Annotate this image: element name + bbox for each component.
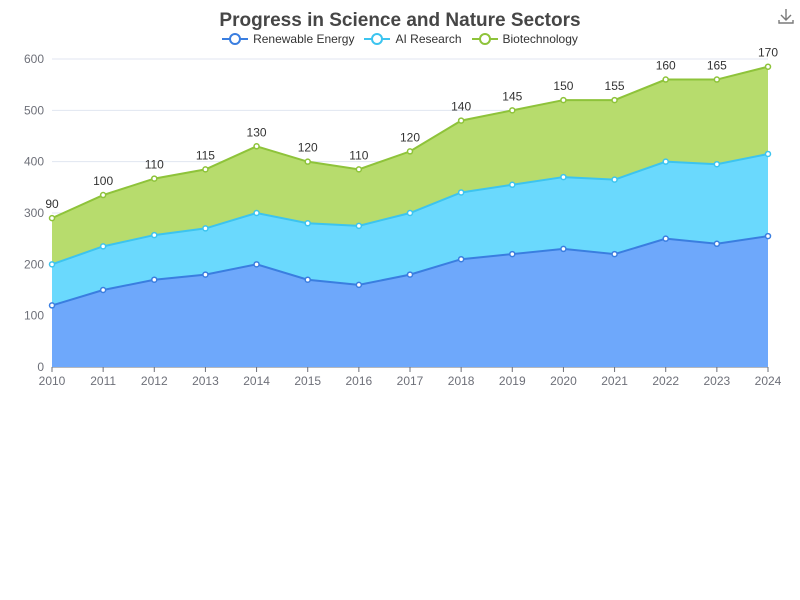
data-label: 90 [45,197,59,211]
data-point-biotechnology [406,148,414,155]
y-tick-label: 0 [37,360,44,374]
x-tick-label: 2014 [243,374,270,388]
x-tick-label: 2024 [755,374,782,388]
x-tick-label: 2022 [652,374,679,388]
data-point-ai-research [662,158,669,165]
data-point-ai-research [713,160,721,168]
legend-item-renewable-energy[interactable]: Renewable Energy [222,32,354,46]
legend: Renewable Energy AI Research Biotechnology [0,32,800,49]
data-point-ai-research [764,150,772,158]
legend-label: AI Research [395,32,462,46]
data-point-ai-research [611,176,618,183]
x-tick-label: 2013 [192,374,219,388]
data-label: 100 [93,174,113,188]
data-point-biotechnology [151,175,158,182]
data-point-biotechnology [304,158,311,165]
data-point-biotechnology [457,117,465,124]
legend-marker-icon [471,33,498,45]
data-point-ai-research [304,220,311,227]
data-label: 160 [656,59,676,73]
data-point-biotechnology [48,214,56,222]
x-tick-label: 2017 [397,374,424,388]
data-point-biotechnology [662,76,669,83]
series-area-renewable-energy [52,236,768,367]
legend-item-ai-research[interactable]: AI Research [364,32,462,46]
data-point-biotechnology [99,191,107,199]
data-point-biotechnology [253,143,260,150]
data-label: 110 [145,158,164,172]
y-tick-label: 200 [24,257,44,271]
data-point-renewable-energy [764,232,772,240]
y-tick-label: 500 [24,103,44,117]
data-label: 165 [707,59,727,73]
legend-marker-icon [222,33,249,45]
data-label: 150 [553,79,573,93]
data-point-renewable-energy [151,276,158,283]
data-point-ai-research [151,231,158,239]
data-point-biotechnology [355,166,363,173]
data-point-biotechnology [764,63,772,70]
data-point-renewable-energy [662,235,669,242]
data-point-ai-research [99,243,107,250]
y-tick-label: 600 [24,52,44,66]
x-tick-label: 2016 [346,374,373,388]
download-button[interactable] [776,6,796,26]
x-tick-label: 2021 [601,374,628,388]
data-label: 120 [400,130,420,144]
data-point-renewable-energy [611,250,618,258]
x-tick-label: 2018 [448,374,475,388]
data-point-ai-research [560,173,567,181]
data-label: 155 [605,79,625,93]
data-point-ai-research [457,189,465,196]
data-label: 115 [196,148,215,162]
data-label: 120 [298,141,318,155]
data-point-biotechnology [560,96,567,104]
data-label: 140 [451,100,471,114]
data-point-ai-research [509,181,516,189]
x-tick-label: 2019 [499,374,526,388]
series-area-ai-research [52,153,768,306]
x-tick-label: 2015 [294,374,321,388]
legend-label: Renewable Energy [253,32,355,46]
data-point-ai-research [202,225,209,232]
x-tick-label: 2011 [90,374,116,388]
data-point-renewable-energy [304,276,311,283]
data-point-ai-research [406,209,414,217]
x-tick-label: 2010 [39,374,66,388]
y-tick-label: 400 [24,155,44,169]
data-point-renewable-energy [560,245,567,253]
download-icon [778,9,794,24]
data-point-renewable-energy [355,281,363,289]
legend-item-biotechnology[interactable]: Biotechnology [471,32,578,46]
data-label: 145 [502,89,522,103]
chart-title: Progress in Science and Nature Sectors [219,10,581,31]
data-label: 110 [349,148,368,162]
data-point-renewable-energy [509,250,516,258]
data-point-renewable-energy [48,302,56,309]
x-tick-label: 2012 [141,374,168,388]
data-point-biotechnology [202,166,209,173]
legend-label: Biotechnology [502,32,578,46]
series-area-biotechnology [52,66,768,265]
data-point-ai-research [253,209,260,217]
data-point-ai-research [355,222,363,230]
data-point-renewable-energy [406,271,414,278]
x-tick-label: 2020 [550,374,577,388]
data-label: 170 [758,46,778,60]
y-tick-label: 100 [24,309,44,323]
x-tick-label: 2023 [704,374,731,388]
data-point-ai-research [48,261,56,268]
data-point-biotechnology [611,96,618,104]
data-point-biotechnology [509,107,516,114]
data-point-renewable-energy [457,255,465,263]
data-label: 130 [247,125,267,139]
data-point-biotechnology [713,76,721,83]
data-point-renewable-energy [202,271,209,278]
data-point-renewable-energy [99,286,107,294]
legend-marker-icon [364,33,391,45]
data-point-renewable-energy [253,261,260,268]
y-tick-label: 300 [24,206,44,220]
data-point-renewable-energy [713,240,721,248]
